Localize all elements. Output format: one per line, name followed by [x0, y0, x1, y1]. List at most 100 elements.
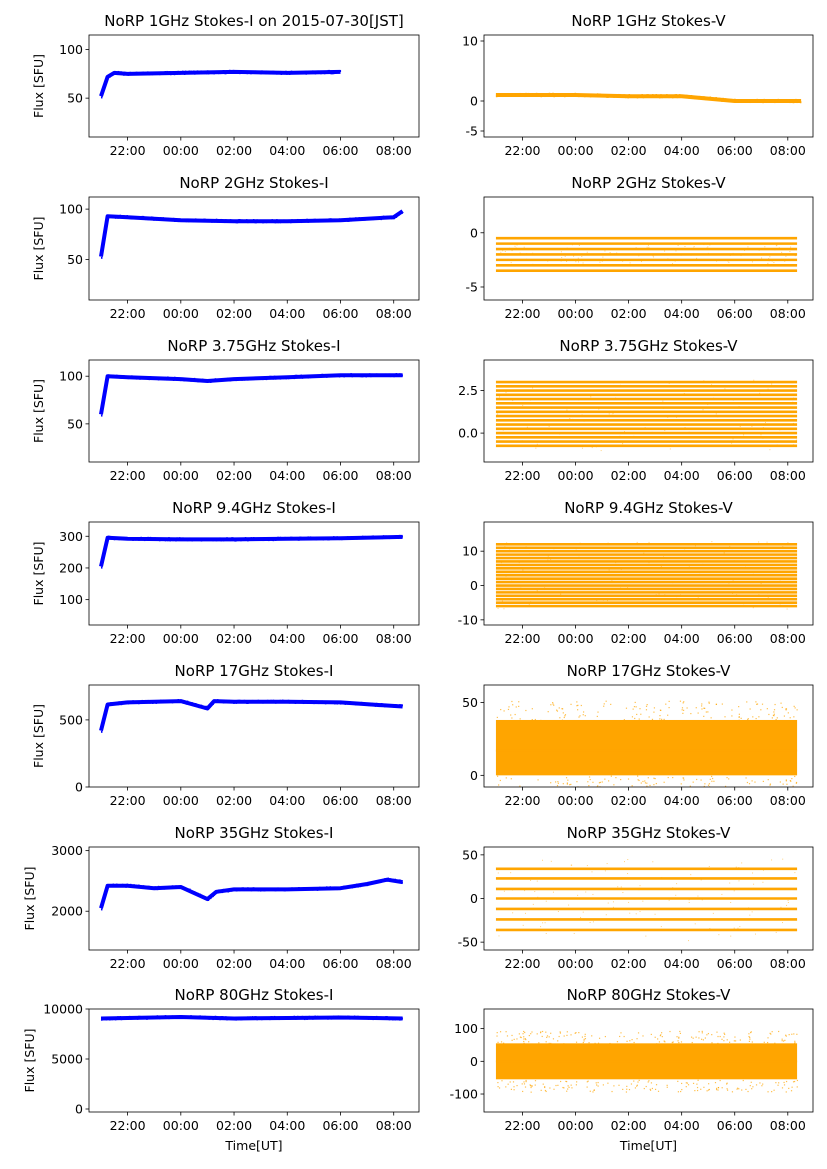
data-point	[562, 1086, 564, 1089]
data-point	[660, 1034, 662, 1036]
data-point	[372, 374, 374, 377]
subplot-title: NoRP 17GHz Stokes-I	[175, 662, 334, 680]
data-point	[287, 71, 289, 74]
data-point	[512, 704, 514, 706]
data-point	[731, 442, 733, 444]
data-point	[685, 1086, 687, 1088]
x-tick-label: 02:00	[611, 306, 647, 321]
data-point	[657, 1038, 659, 1040]
data-point	[768, 713, 770, 716]
data-point	[350, 701, 352, 704]
data-point	[287, 1016, 290, 1019]
data-point	[554, 781, 557, 783]
data-point	[349, 374, 351, 377]
data-point	[395, 879, 398, 882]
data-point	[787, 899, 789, 901]
data-point	[382, 215, 385, 218]
data-point	[686, 1082, 689, 1084]
data-point	[179, 219, 182, 222]
data-point	[697, 97, 700, 100]
data-point	[327, 1017, 329, 1020]
data-point	[266, 377, 269, 380]
data-point	[142, 701, 145, 704]
data-point	[139, 72, 142, 75]
data-point	[223, 538, 226, 541]
data-point	[278, 700, 280, 703]
data-point	[264, 538, 267, 541]
data-point	[185, 378, 188, 381]
data-point	[147, 885, 149, 888]
data-point	[211, 703, 213, 706]
data-point	[643, 96, 646, 99]
data-point	[530, 1033, 532, 1035]
data-point	[287, 888, 290, 891]
data-point	[644, 427, 646, 429]
series-line	[99, 69, 341, 97]
data-point	[692, 781, 694, 783]
data-point	[653, 95, 655, 98]
data-point	[300, 221, 303, 224]
data-point	[601, 781, 603, 783]
y-tick-label: 0	[75, 780, 83, 795]
data-point	[118, 884, 120, 887]
data-point	[164, 700, 167, 703]
data-point	[324, 887, 327, 890]
data-point	[567, 94, 570, 97]
data-point	[622, 892, 624, 894]
data-point	[591, 1035, 593, 1037]
data-point	[596, 715, 598, 718]
data-point	[631, 1039, 633, 1041]
data-point	[291, 376, 293, 379]
data-point	[336, 888, 338, 891]
data-point	[242, 71, 245, 74]
data-point	[352, 219, 355, 222]
data-point	[119, 376, 122, 379]
plot-area	[100, 1015, 403, 1021]
data-point	[245, 377, 248, 380]
data-point	[373, 373, 376, 376]
data-point	[216, 71, 218, 74]
data-point	[309, 220, 312, 223]
data-point	[395, 215, 398, 218]
data-point	[748, 99, 750, 102]
data-point	[523, 594, 525, 596]
data-point	[497, 607, 499, 609]
subplot-title: NoRP 3.75GHz Stokes-I	[167, 337, 340, 355]
data-point	[266, 538, 269, 541]
data-point	[523, 1081, 525, 1083]
data-point	[140, 217, 142, 220]
data-point	[635, 247, 637, 249]
data-point	[196, 892, 198, 895]
data-point	[561, 257, 563, 259]
data-point	[785, 1035, 787, 1037]
data-point	[794, 1040, 796, 1042]
data-point	[721, 99, 723, 102]
data-point	[148, 1016, 151, 1019]
data-point	[279, 887, 282, 890]
data-point	[702, 1039, 704, 1041]
data-point	[733, 927, 735, 929]
data-point	[105, 1018, 108, 1021]
data-point	[208, 896, 211, 899]
data-point	[618, 564, 620, 566]
data-point	[254, 70, 257, 73]
data-point	[764, 421, 766, 423]
data-point	[257, 537, 260, 540]
data-point	[186, 888, 189, 891]
data-point	[264, 699, 267, 702]
data-point	[530, 1086, 532, 1089]
data-point	[284, 219, 286, 222]
data-point	[696, 1089, 699, 1092]
data-point	[303, 219, 306, 222]
data-point	[531, 708, 533, 710]
data-point	[255, 538, 257, 541]
data-point	[676, 416, 678, 418]
data-point	[625, 96, 627, 99]
data-point	[301, 376, 304, 379]
data-point	[335, 887, 337, 890]
data-point	[524, 868, 526, 870]
data-point	[330, 537, 333, 540]
data-point	[194, 538, 197, 541]
data-point	[709, 244, 711, 246]
